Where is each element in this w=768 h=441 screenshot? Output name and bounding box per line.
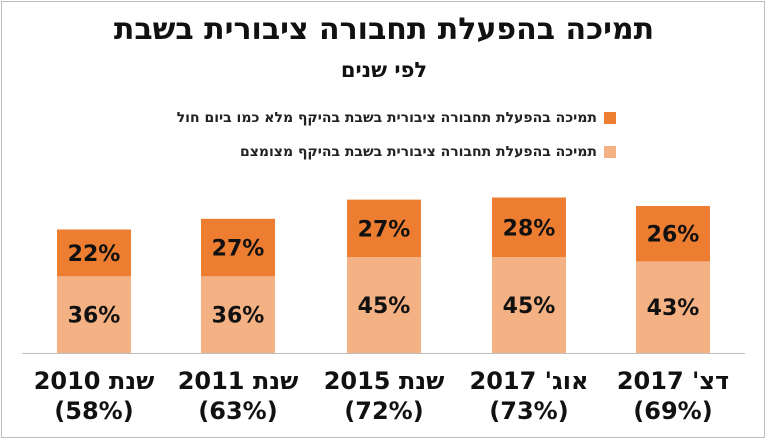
category-total-4: (69%): [633, 397, 713, 425]
legend-swatch-full: [604, 112, 616, 124]
data-label-limited-1: 36%: [212, 304, 265, 329]
legend-label-limited: תמיכה בהפעלת תחבורה ציבורית בשבת בהיקף מ…: [239, 144, 597, 160]
category-total-1: (63%): [198, 397, 278, 425]
category-label-3: אוג' 2017 (73%): [464, 366, 594, 426]
bar-limited-1: [201, 276, 275, 353]
category-name-3: אוג' 2017: [469, 367, 589, 395]
bar-full-4: [636, 206, 710, 262]
data-label-limited-3: 45%: [503, 294, 556, 319]
category-name-4: דצ' 2017: [616, 367, 730, 395]
data-label-full-4: 26%: [647, 223, 700, 248]
category-label-0: שנת 2010 (58%): [29, 366, 159, 426]
category-label-2: שנת 2015 (72%): [319, 366, 449, 426]
bar-limited-0: [57, 276, 131, 353]
data-label-full-3: 28%: [503, 216, 556, 241]
bar-full-3: [492, 197, 566, 258]
data-label-full-0: 22%: [68, 242, 121, 267]
chart-subtitle: לפי שנים: [340, 58, 428, 82]
data-label-limited-0: 36%: [68, 304, 121, 329]
legend-label-full: תמיכה בהפעלת תחבורה ציבורית בשבת בהיקף מ…: [176, 110, 597, 126]
data-label-full-2: 27%: [358, 217, 411, 242]
bar-full-2: [347, 199, 421, 258]
data-label-full-1: 27%: [212, 237, 265, 262]
category-total-3: (73%): [489, 397, 569, 425]
category-total-2: (72%): [344, 397, 424, 425]
legend-swatch-limited: [604, 146, 616, 158]
chart-title: תמיכה בהפעלת תחבורה ציבורית בשבת: [113, 12, 655, 47]
bar-full-1: [201, 218, 275, 277]
bar-full-0: [57, 229, 131, 277]
data-label-limited-4: 43%: [647, 296, 700, 321]
category-name-1: שנת 2011: [177, 367, 299, 395]
legend-item-limited: תמיכה בהפעלת תחבורה ציבורית בשבת בהיקף מ…: [240, 144, 616, 160]
category-total-0: (58%): [54, 397, 134, 425]
data-label-limited-2: 45%: [358, 294, 411, 319]
bar-limited-2: [347, 257, 421, 353]
category-name-2: שנת 2015: [323, 367, 445, 395]
category-name-0: שנת 2010: [33, 367, 155, 395]
category-label-4: דצ' 2017 (69%): [608, 366, 738, 426]
bar-limited-4: [636, 261, 710, 353]
category-label-1: שנת 2011 (63%): [173, 366, 303, 426]
legend-item-full: תמיכה בהפעלת תחבורה ציבורית בשבת בהיקף מ…: [177, 110, 616, 126]
bar-limited-3: [492, 257, 566, 353]
